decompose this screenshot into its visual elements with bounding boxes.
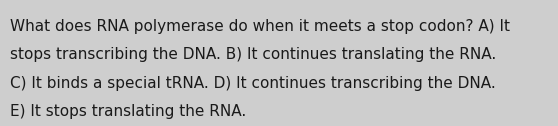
Text: E) It stops translating the RNA.: E) It stops translating the RNA. bbox=[10, 104, 246, 119]
Text: What does RNA polymerase do when it meets a stop codon? A) It: What does RNA polymerase do when it meet… bbox=[10, 19, 510, 34]
Text: stops transcribing the DNA. B) It continues translating the RNA.: stops transcribing the DNA. B) It contin… bbox=[10, 47, 496, 62]
Text: C) It binds a special tRNA. D) It continues transcribing the DNA.: C) It binds a special tRNA. D) It contin… bbox=[10, 76, 496, 91]
